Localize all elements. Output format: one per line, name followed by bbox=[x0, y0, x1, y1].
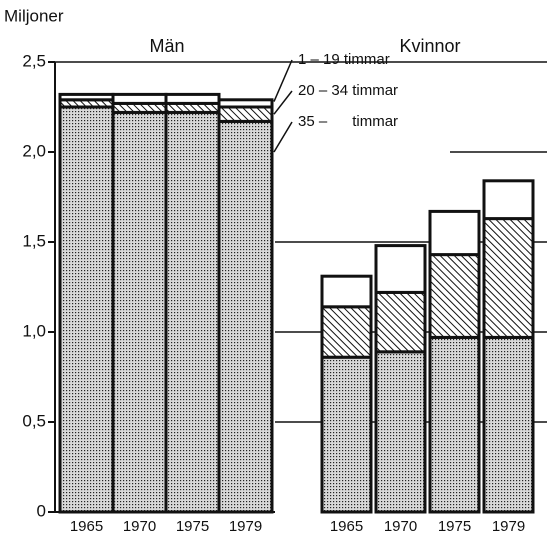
bar-segment bbox=[320, 274, 373, 309]
bar-segment bbox=[111, 92, 168, 105]
bar-segment bbox=[374, 244, 427, 294]
x-tick-label: 1965 bbox=[330, 518, 363, 535]
bar-segment bbox=[164, 110, 221, 514]
bar-segment bbox=[374, 350, 427, 514]
y-tick-label: 0,5 bbox=[22, 411, 46, 430]
y-axis-label: Miljoner bbox=[4, 6, 64, 25]
x-tick-label: 1979 bbox=[492, 518, 525, 535]
x-tick-label: 1979 bbox=[229, 518, 262, 535]
y-tick-label: 2,5 bbox=[22, 51, 46, 70]
y-tick-label: 2,0 bbox=[22, 141, 46, 160]
bar-segment bbox=[164, 92, 221, 105]
legend-label: 1 – 19 timmar bbox=[298, 51, 390, 68]
bar-segment bbox=[428, 335, 481, 514]
bar-segment bbox=[58, 92, 115, 102]
y-tick-label: 0 bbox=[37, 501, 46, 520]
bar-segment bbox=[217, 98, 274, 109]
x-tick-label: 1975 bbox=[438, 518, 471, 535]
bar-segment bbox=[482, 335, 535, 514]
x-tick-label: 1970 bbox=[123, 518, 156, 535]
group-label: Män bbox=[149, 36, 184, 56]
bar-segment bbox=[217, 119, 274, 514]
bar-segment bbox=[374, 290, 427, 354]
x-tick-label: 1975 bbox=[176, 518, 209, 535]
bar-segment bbox=[428, 209, 481, 257]
bar-segment bbox=[482, 217, 535, 339]
x-tick-label: 1970 bbox=[384, 518, 417, 535]
bar-segment bbox=[320, 355, 373, 514]
x-tick-label: 1965 bbox=[70, 518, 103, 535]
bar-segment bbox=[482, 179, 535, 221]
y-tick-label: 1,0 bbox=[22, 321, 46, 340]
legend-label: 20 – 34 timmar bbox=[298, 82, 398, 99]
legend-pointer bbox=[273, 59, 293, 102]
y-tick-label: 1,5 bbox=[22, 231, 46, 250]
legend-pointer bbox=[273, 90, 293, 115]
bar-segment bbox=[428, 253, 481, 339]
bar-segment bbox=[58, 105, 115, 514]
group-label: Kvinnor bbox=[399, 36, 460, 56]
bar-segment bbox=[217, 105, 274, 123]
bar-segment bbox=[111, 110, 168, 514]
bar-segment bbox=[320, 305, 373, 359]
legend-pointer bbox=[273, 121, 293, 153]
legend-label: 35 – timmar bbox=[298, 113, 398, 130]
